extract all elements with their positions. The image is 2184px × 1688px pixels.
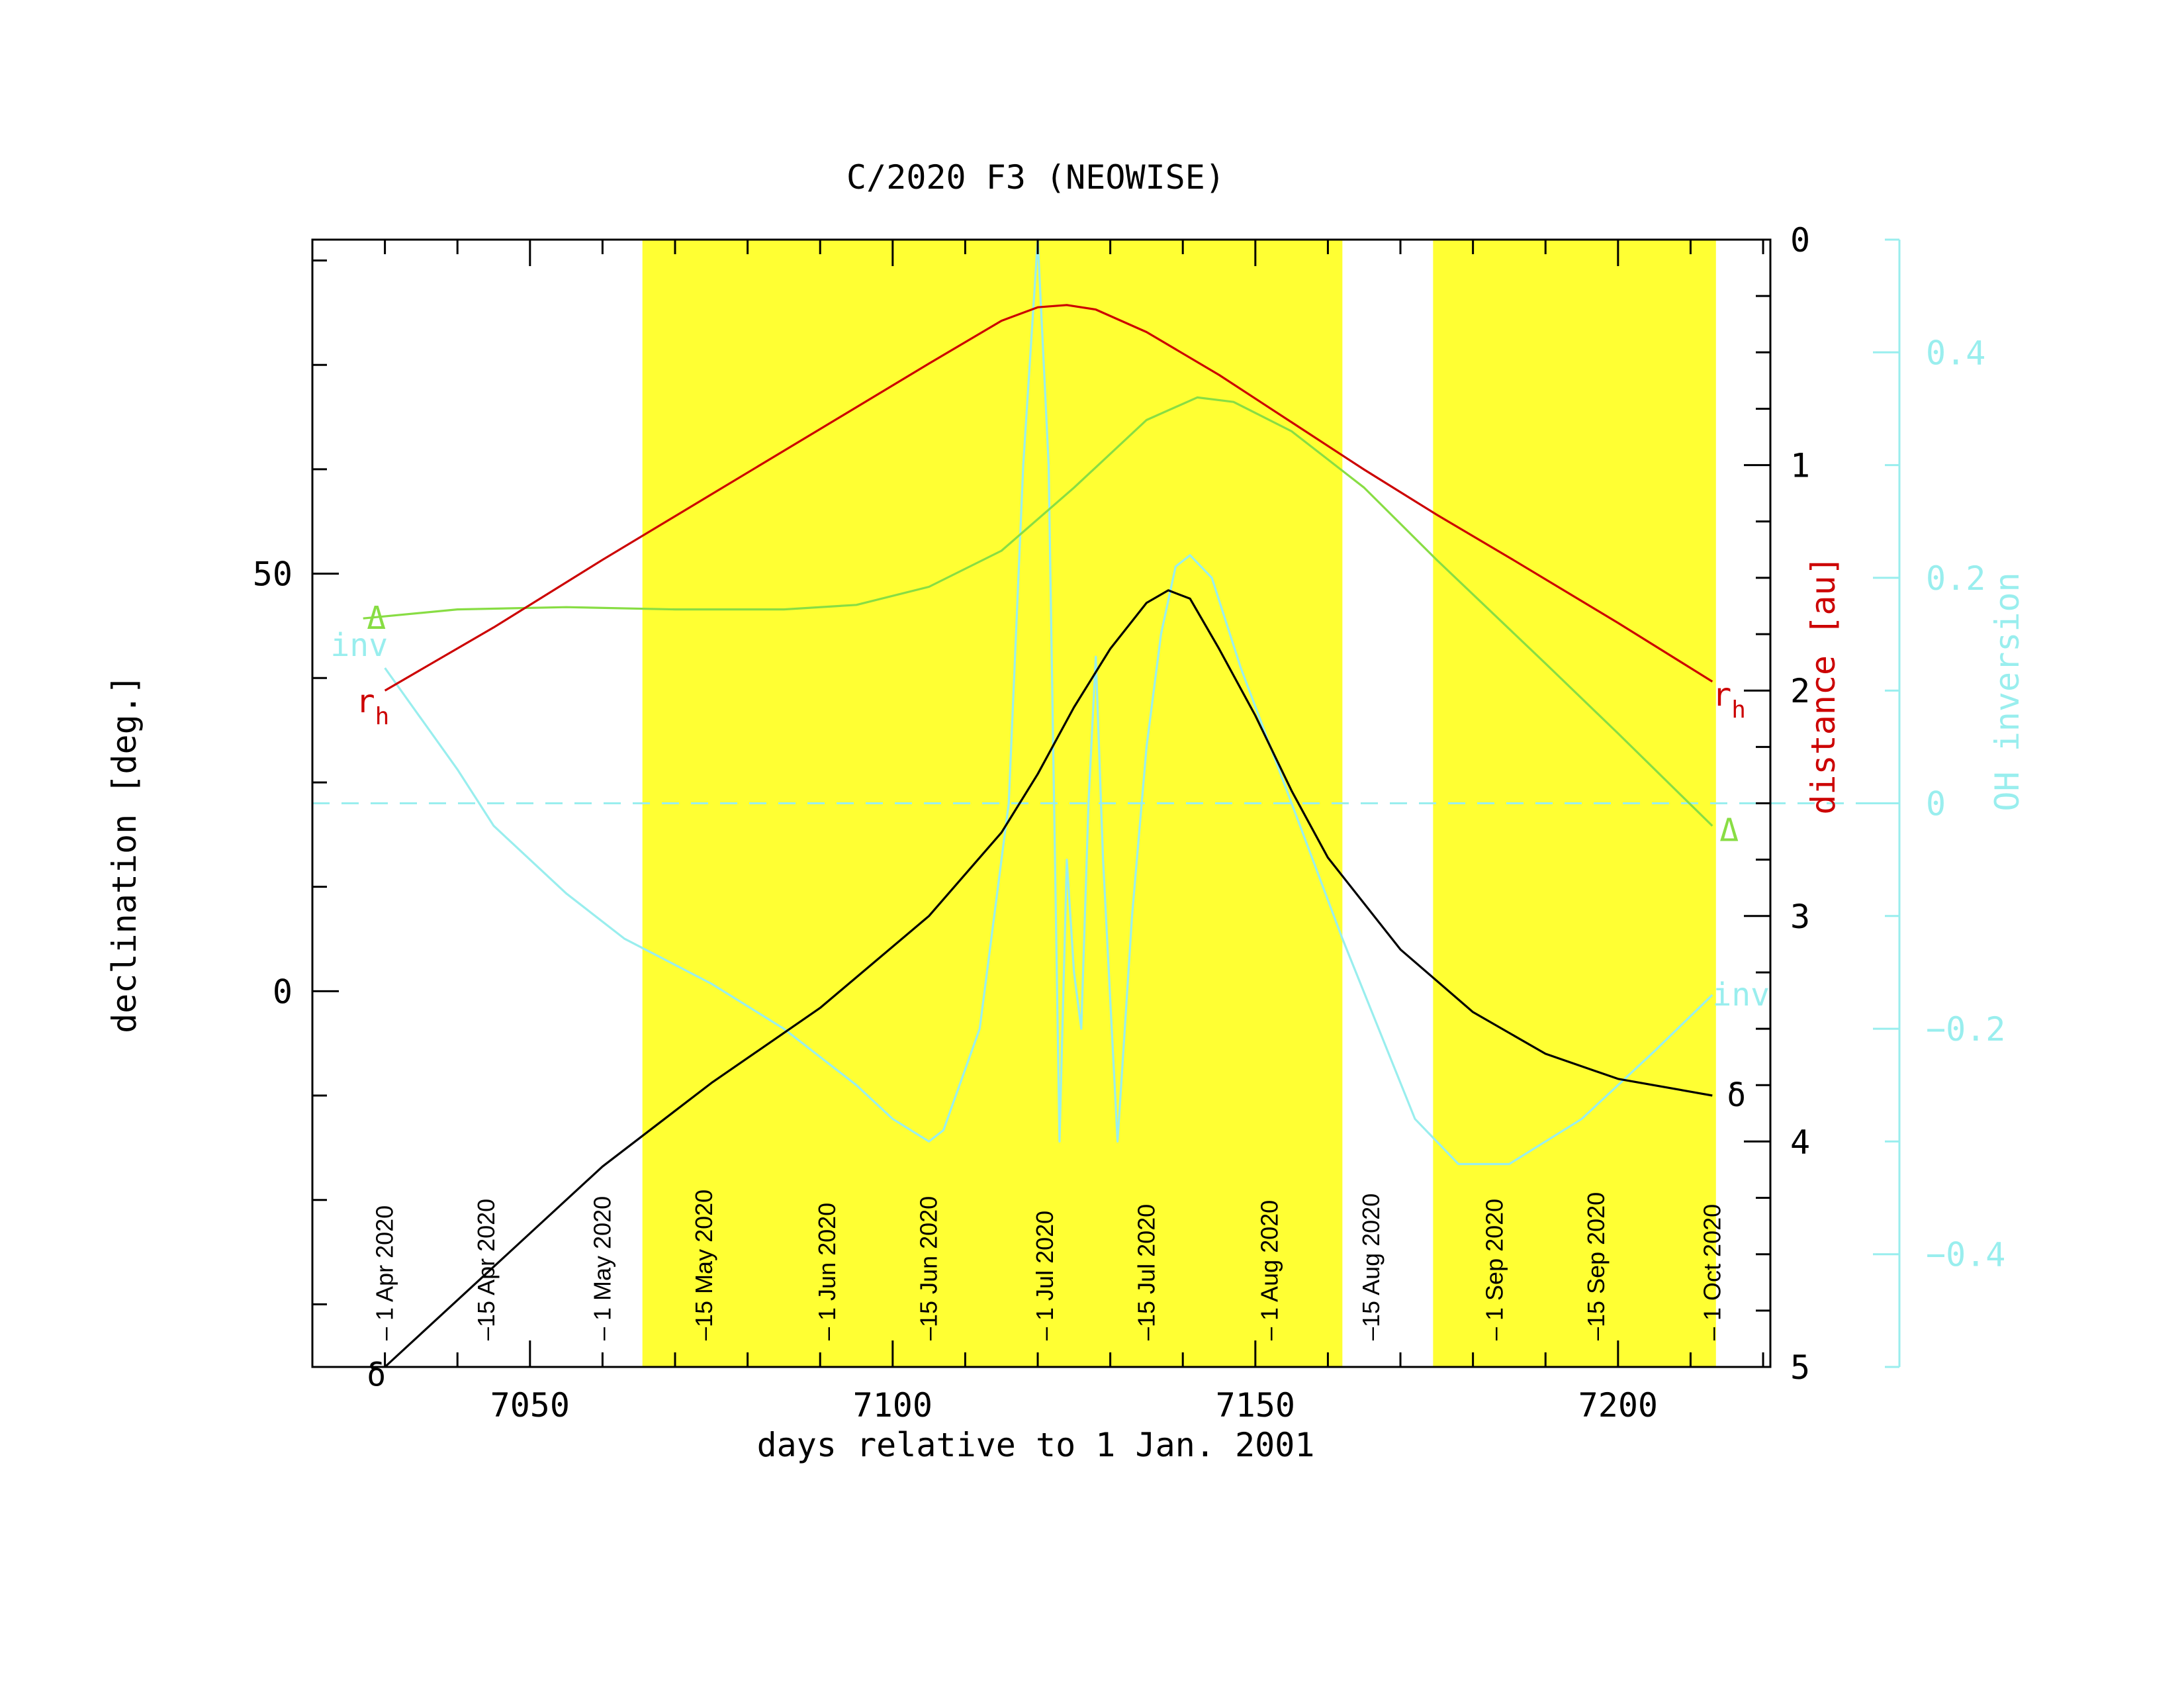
left-tick-label-50: 50 bbox=[253, 555, 293, 594]
distance-tick-label-5: 5 bbox=[1790, 1348, 1810, 1387]
series-group bbox=[363, 238, 1713, 1368]
distance-tick-label-0: 0 bbox=[1790, 221, 1810, 259]
x-tick-label-7100: 7100 bbox=[853, 1386, 933, 1425]
left-tick-label-0: 0 bbox=[273, 972, 293, 1011]
left-y-axis-label: declination [deg.] bbox=[105, 675, 144, 1033]
curve-label-rh-3: rh bbox=[356, 683, 390, 730]
chart-title: C/2020 F3 (NEOWISE) bbox=[846, 158, 1225, 197]
series-line-delta-distance bbox=[363, 396, 1713, 827]
date-labels-group: – 1 Apr 2020 –15 Apr 2020 – 1 May 2020 –15 … bbox=[371, 1190, 1726, 1340]
date-label-1-aug-2020: – 1 Aug 2020 bbox=[1256, 1200, 1283, 1340]
curve-label-item-5: Δ bbox=[367, 600, 386, 637]
inversion-tick-label-0-0: 0 bbox=[1926, 785, 1946, 823]
curve-label-rh-4: rh bbox=[1712, 677, 1746, 724]
x-tick-label-7200: 7200 bbox=[1578, 1386, 1658, 1425]
inversion-tick-label-0-4: 0.4 bbox=[1926, 334, 1985, 372]
x-tick-label-7150: 7150 bbox=[1216, 1386, 1295, 1425]
date-label-15-jul-2020: –15 Jul 2020 bbox=[1132, 1204, 1160, 1340]
curve-label-inv-8: inv bbox=[1712, 976, 1770, 1013]
date-label-1-oct-2020: – 1 Oct 2020 bbox=[1698, 1204, 1725, 1340]
series-line-declination bbox=[384, 589, 1713, 1368]
distance-axis-label: distance [au] bbox=[1804, 555, 1843, 814]
curve-label-item-2: δ bbox=[1727, 1077, 1746, 1114]
curve-label-item-6: Δ bbox=[1719, 812, 1739, 849]
series-line-oh-inversion bbox=[384, 238, 1713, 1166]
date-label-1-jun-2020: – 1 Jun 2020 bbox=[813, 1203, 841, 1340]
curve-label-inv-7: inv bbox=[330, 627, 388, 664]
distance-tick-label-2: 2 bbox=[1790, 672, 1810, 710]
curve-label-item-1: δ bbox=[367, 1357, 386, 1394]
inversion-tick-label-0-2: −0.2 bbox=[1926, 1010, 2005, 1049]
distance-tick-label-4: 4 bbox=[1790, 1123, 1810, 1161]
inversion-tick-label-0-4: −0.4 bbox=[1926, 1236, 2005, 1274]
inversion-axis-label: OH inversion bbox=[1988, 572, 2026, 811]
date-label-1-sep-2020: – 1 Sep 2020 bbox=[1481, 1199, 1508, 1340]
date-label-15-aug-2020: –15 Aug 2020 bbox=[1357, 1194, 1385, 1340]
shaded-intervals bbox=[642, 240, 1716, 1367]
date-label-15-sep-2020: –15 Sep 2020 bbox=[1582, 1192, 1610, 1340]
date-label-15-apr-2020: –15 Apr 2020 bbox=[473, 1199, 500, 1340]
distance-tick-label-1: 1 bbox=[1790, 447, 1810, 485]
date-label-1-jul-2020: – 1 Jul 2020 bbox=[1031, 1211, 1058, 1340]
inversion-tick-label-0-2: 0.2 bbox=[1926, 559, 1985, 598]
x-tick-label-7050: 7050 bbox=[490, 1386, 570, 1425]
x-axis-label: days relative to 1 Jan. 2001 bbox=[757, 1426, 1315, 1464]
distance-tick-label-3: 3 bbox=[1790, 898, 1810, 936]
axes-group: 7050 7100 7150 7200 0 50 0 1 2 3 4 5 0.4 0.2 0 −0.2 −0.4 bbox=[253, 221, 2006, 1425]
date-label-15-jun-2020: –15 Jun 2020 bbox=[915, 1196, 942, 1340]
date-label-15-may-2020: –15 May 2020 bbox=[690, 1190, 717, 1340]
series-line-heliocentric-distance bbox=[384, 304, 1713, 692]
date-label-1-apr-2020: – 1 Apr 2020 bbox=[371, 1205, 398, 1340]
date-label-1-may-2020: – 1 May 2020 bbox=[588, 1196, 615, 1340]
